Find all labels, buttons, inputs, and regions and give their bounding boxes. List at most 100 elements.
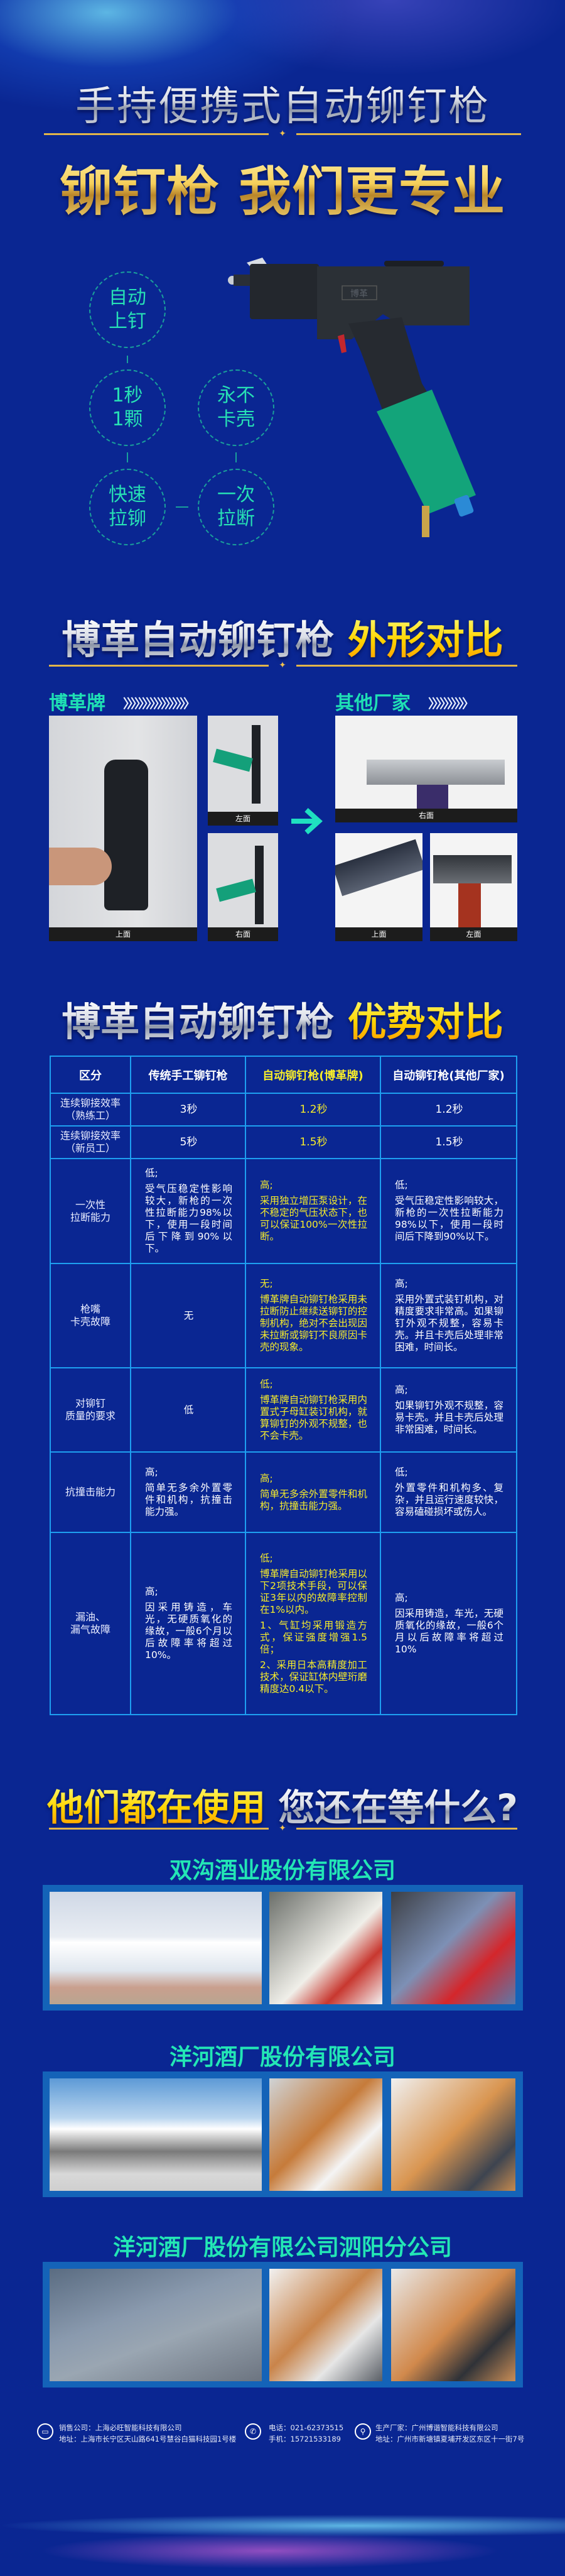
cell-text: 简单无多余外置零件和机构，抗撞击能力强。 bbox=[260, 1488, 367, 1512]
production-line-photo bbox=[269, 2078, 382, 2191]
cell-text: 1、气缸均采用锻造方式，保证强度增强1.5倍； bbox=[260, 1619, 367, 1655]
table-cell: 1.5秒 bbox=[380, 1125, 517, 1159]
rating-text: 低; bbox=[395, 1466, 408, 1478]
photo-caption: 左面 bbox=[430, 927, 517, 941]
cell-text: 因采用铸造，车光，无硬质氧化的缘故，一般6个月以后故障率将超过10% bbox=[395, 1607, 503, 1655]
cell-text: 3秒 bbox=[180, 1103, 198, 1116]
table-row: 对铆钉 质量的要求 低 低; 博革牌自动铆钉枪采用内置式子母缸装订机构，就算铆钉的外观… bbox=[50, 1367, 517, 1453]
photo-caption: 右面 bbox=[335, 809, 517, 822]
title-accent-text: 外形对比 bbox=[347, 617, 503, 663]
cell-text: 博革牌自动铆钉枪采用未拉断防止继续送铆钉的控制机构，绝对不会出现因未拉断或铆钉不… bbox=[260, 1294, 367, 1353]
table-cell: 低; 受气压稳定性影响较大，新枪的一次性拉断能力98%以下，使用一段时间后下降到9… bbox=[380, 1158, 517, 1264]
manufacturer-address: 地址：广州市新塘镇夏埔开发区东区十一街7号 bbox=[375, 2435, 525, 2443]
cell-text: 采用外置式装钉机构，对精度要求非常高。如果铆钉外观不规整，容易卡壳。并且卡壳后处… bbox=[395, 1294, 503, 1353]
title-main-text: 博革自动铆钉枪 bbox=[62, 617, 335, 663]
row-label: 枪嘴 卡壳故障 bbox=[50, 1263, 131, 1368]
cell-text: 采用独立增压泵设计，在不稳定的气压状态下，也可以保证100%一次性拉断。 bbox=[260, 1195, 367, 1242]
connector-line bbox=[127, 356, 128, 363]
rating-text: 高; bbox=[395, 1591, 408, 1603]
table-cell: 高; 因采用铸造，车光，无硬质氧化的缘故，一般6个月以后故障率将超过10%。 bbox=[130, 1532, 246, 1715]
cell-text: 5秒 bbox=[180, 1135, 198, 1149]
cell-text: 因采用铸造，车光，无硬质氧化的缘故，一般6个月以后故障率将超过10%。 bbox=[145, 1602, 232, 1661]
photo-caption: 上面 bbox=[49, 927, 197, 941]
production-line-photo bbox=[391, 1892, 515, 2004]
telephone-number[interactable]: 电话：021-62373515 bbox=[269, 2423, 344, 2432]
feature-text: 快速 bbox=[109, 484, 146, 506]
fax-icon: ▭ bbox=[37, 2423, 53, 2440]
table-cell: 5秒 bbox=[130, 1125, 246, 1159]
sales-company-info: 销售公司：上海必旺智能科技有限公司地址：上海市长宁区天山路641号慧谷白猫科技园… bbox=[59, 2422, 236, 2445]
mobile-number[interactable]: 手机：15721533189 bbox=[269, 2435, 341, 2443]
cell-text: 1.5秒 bbox=[299, 1135, 328, 1149]
divider-line bbox=[49, 665, 269, 667]
rating-text: 低; bbox=[395, 1179, 408, 1191]
feature-text: 永不 bbox=[217, 385, 255, 407]
ours-top-view-photo: 上面 bbox=[49, 716, 197, 941]
factory-photo bbox=[50, 2078, 262, 2191]
rating-text: 高; bbox=[145, 1466, 158, 1478]
connector-line bbox=[127, 452, 128, 462]
other-brands-label: 其他厂家 bbox=[335, 692, 411, 714]
table-row: 抗撞击能力 高; 简单无多余外置零件和机构，抗撞击能力强。 高; 简单无多余外置零件和机… bbox=[50, 1451, 517, 1533]
rating-text: 高; bbox=[145, 1586, 158, 1597]
rating-text: 高; bbox=[395, 1384, 408, 1395]
cell-text: 受气压稳定性影响较大，新枪的一次性拉断能力98%以下，使用一段时间后下降到90%… bbox=[395, 1195, 503, 1242]
arrow-right-icon bbox=[291, 808, 323, 834]
slogan: 铆钉枪 我们更专业 bbox=[0, 150, 565, 226]
rating-text: 低; bbox=[260, 1552, 273, 1564]
location-pin-icon: ⚲ bbox=[355, 2423, 371, 2440]
cell-text: 1.2秒 bbox=[435, 1103, 463, 1116]
rating-text: 低; bbox=[145, 1167, 158, 1179]
manufacturer-info: 生产厂家：广州博谐智能科技有限公司 地址：广州市新塘镇夏埔开发区东区十一街7号 bbox=[375, 2422, 524, 2445]
customer-company-name: 洋河酒厂股份有限公司 bbox=[169, 2044, 396, 2070]
top-light-glare bbox=[0, 0, 565, 264]
photo-caption: 右面 bbox=[208, 927, 278, 941]
table-cell: 低 bbox=[130, 1367, 246, 1453]
contact-info: 电话：021-62373515 手机：15721533189 bbox=[269, 2422, 343, 2445]
cell-text: 受气压稳定性影响较大，新枪的一次性拉断能力98%以下，使用一段时间后下降到90%… bbox=[145, 1183, 232, 1254]
rating-text: 高; bbox=[260, 1472, 273, 1484]
sales-address: 地址：上海市长宁区天山路641号慧谷白猫科技园1号楼 bbox=[59, 2435, 237, 2443]
photo-caption: 左面 bbox=[208, 812, 278, 826]
divider-line bbox=[296, 665, 517, 667]
table-cell: 1.2秒 bbox=[245, 1093, 381, 1127]
factory-photo bbox=[50, 1892, 262, 2004]
title-accent-text: 他们都在使用 bbox=[47, 1786, 266, 1829]
feature-text: 拉铆 bbox=[109, 508, 146, 530]
production-line-photo bbox=[391, 2269, 515, 2381]
feature-text: 1颗 bbox=[112, 408, 143, 430]
row-label: 对铆钉 质量的要求 bbox=[50, 1367, 131, 1453]
table-cell: 低; 博革牌自动铆钉枪采用以下2项技术手段，可以保证3年以内的故障率控制在1%以内… bbox=[245, 1532, 381, 1715]
title-main-text: 您还在等什么? bbox=[278, 1786, 518, 1829]
others-top-view-photo: 上面 bbox=[335, 833, 422, 941]
ours-left-view-photo: 左面 bbox=[208, 716, 278, 826]
row-label: 一次性 拉断能力 bbox=[50, 1158, 131, 1264]
table-cell: 高; 因采用铸造，车光，无硬质氧化的缘故，一般6个月以后故障率将超过10% bbox=[380, 1532, 517, 1715]
table-cell: 低; 外置零件和机构多、复杂，并且运行速度较快，容易磕碰损坏或伤人。 bbox=[380, 1451, 517, 1533]
table-row: 一次性 拉断能力 低; 受气压稳定性影响较大，新枪的一次性拉断能力98%以下，使用一… bbox=[50, 1158, 517, 1264]
title-main-text: 博革自动铆钉枪 bbox=[62, 999, 335, 1045]
table-cell: 1.5秒 bbox=[245, 1125, 381, 1159]
customer-photo-frame bbox=[43, 1885, 523, 2011]
table-cell: 高; 采用独立增压泵设计，在不稳定的气压状态下，也可以保证100%一次性拉断。 bbox=[245, 1158, 381, 1264]
table-cell: 无; 博革牌自动铆钉枪采用未拉断防止继续送铆钉的控制机构，绝对不会出现因未拉断或铆… bbox=[245, 1263, 381, 1368]
table-cell: 低; 博革牌自动铆钉枪采用内置式子母缸装订机构，就算铆钉的外观不规整，也不会卡壳。 bbox=[245, 1367, 381, 1453]
rating-text: 无; bbox=[260, 1278, 273, 1289]
sales-company-name: 销售公司：上海必旺智能科技有限公司 bbox=[59, 2423, 182, 2432]
feature-auto-feed: 自动 上钉 bbox=[89, 271, 166, 348]
feature-never-jam: 永不 卡壳 bbox=[198, 369, 274, 446]
row-label: 漏油、 漏气故障 bbox=[50, 1532, 131, 1715]
rating-text: 高; bbox=[395, 1278, 408, 1289]
rating-text: 高; bbox=[260, 1179, 273, 1191]
row-label: 连续铆接效率 （新员工） bbox=[50, 1125, 131, 1159]
feature-text: 拉断 bbox=[217, 508, 255, 530]
table-row: 漏油、 漏气故障 高; 因采用铸造，车光，无硬质氧化的缘故，一般6个月以后故障率将超… bbox=[50, 1532, 517, 1715]
customer-company-name: 双沟酒业股份有限公司 bbox=[169, 1858, 396, 1884]
cell-text: 1.5秒 bbox=[435, 1135, 463, 1149]
appearance-section-title: 博革自动铆钉枪 外形对比 bbox=[0, 608, 565, 665]
divider-line bbox=[44, 133, 269, 135]
phone-icon: ✆ bbox=[245, 2423, 261, 2440]
ornament-icon: ✦ bbox=[279, 1823, 286, 1833]
feature-text: 上钉 bbox=[109, 310, 146, 332]
customer-photo-frame bbox=[43, 2262, 523, 2388]
